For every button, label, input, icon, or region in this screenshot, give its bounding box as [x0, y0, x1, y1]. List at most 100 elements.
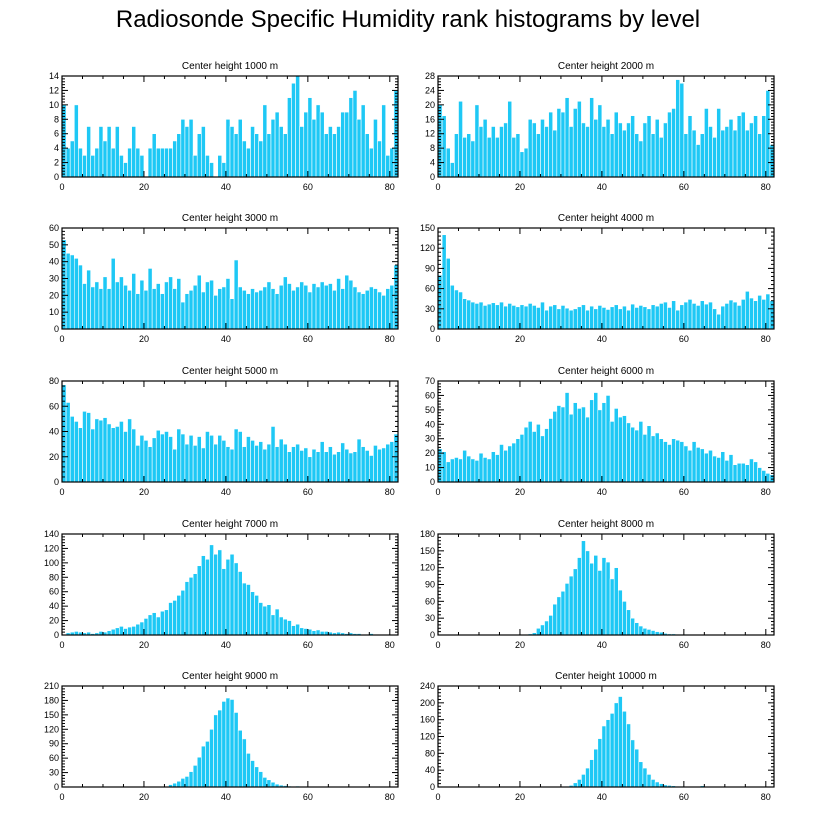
histogram-bar: [65, 252, 71, 330]
histogram-bar: [250, 440, 255, 483]
histogram-bar: [585, 550, 590, 636]
histogram-bar: [482, 457, 488, 483]
histogram-bar: [646, 629, 652, 636]
histogram-bar: [278, 438, 284, 483]
histogram-bar: [295, 286, 300, 330]
plot-frame: [437, 227, 775, 330]
histogram-bar: [740, 299, 746, 330]
histogram-bar: [172, 448, 178, 483]
histogram-bar: [282, 443, 288, 483]
histogram-bar: [712, 308, 717, 330]
histogram-bar: [470, 140, 476, 178]
histogram-bar: [683, 133, 689, 178]
x-tick-label: 40: [597, 792, 607, 802]
y-tick-label: 60: [49, 587, 59, 597]
histogram-bar: [262, 777, 268, 788]
y-tick-label: 90: [425, 263, 435, 273]
histogram-bar: [381, 295, 387, 330]
histogram-bar: [462, 449, 467, 483]
histogram-bar: [499, 301, 504, 330]
histogram-bar: [164, 431, 169, 483]
histogram-bar: [667, 444, 672, 483]
x-tick-label: 40: [221, 487, 231, 497]
histogram-bar: [201, 555, 206, 636]
y-tick-label: 0: [54, 477, 59, 487]
histogram-bar: [515, 133, 521, 178]
y-tick-label: 60: [425, 596, 435, 606]
histogram-bar: [757, 295, 763, 330]
histogram-bar: [486, 458, 492, 483]
x-tick-label: 80: [761, 640, 771, 650]
histogram-bar: [515, 438, 521, 483]
y-tick-label: 30: [425, 434, 435, 444]
histogram-bar: [160, 610, 165, 636]
histogram-bar: [151, 133, 157, 178]
histogram-bar: [344, 111, 350, 178]
histogram-bar: [609, 133, 615, 178]
histogram-bar: [544, 309, 549, 330]
histogram-bar: [572, 402, 578, 483]
histogram-bar: [311, 630, 317, 636]
histogram-bar: [229, 298, 235, 330]
histogram-bar: [736, 462, 742, 483]
histogram-bar: [205, 431, 210, 483]
histogram-bar: [720, 305, 726, 330]
histogram-bar: [712, 455, 717, 483]
y-tick-label: 12: [425, 129, 435, 139]
histogram-bar: [560, 111, 566, 178]
histogram-bar: [695, 305, 701, 330]
histogram-bar: [597, 409, 603, 483]
histogram-bar: [536, 133, 541, 178]
histogram-panel-9: Center height 9000 m 0 20 40 60 80 0 30 60 90 120 1…: [44, 671, 399, 802]
histogram-bar: [73, 257, 79, 330]
x-tick-label: 0: [435, 487, 440, 497]
histogram-bar: [69, 416, 75, 483]
x-tick-label: 0: [435, 640, 440, 650]
histogram-bar: [246, 147, 251, 178]
histogram-bar: [691, 303, 697, 330]
histogram-bar: [671, 108, 676, 178]
y-tick-label: 14: [49, 71, 59, 81]
histogram-bar: [761, 115, 767, 178]
histogram-bar: [474, 104, 480, 178]
histogram-bar: [127, 147, 132, 178]
histogram-bar: [654, 305, 660, 330]
panel-title: Center height 2000 m: [558, 61, 654, 72]
histogram-bar: [720, 451, 726, 483]
histogram-bar: [188, 289, 194, 330]
histogram-bar: [315, 451, 321, 483]
y-tick-label: 8: [430, 143, 435, 153]
histogram-bar: [262, 605, 268, 636]
histogram-bar: [323, 451, 329, 483]
histogram-bar: [765, 293, 771, 330]
histogram-bar: [168, 602, 173, 636]
histogram-bar: [217, 549, 223, 636]
histogram-bar: [454, 289, 459, 330]
x-tick-label: 60: [303, 334, 313, 344]
histogram-bar: [176, 428, 182, 483]
histogram-bar: [65, 402, 71, 483]
histogram-bar: [307, 291, 313, 330]
histogram-bar: [340, 288, 346, 330]
histogram-bar: [315, 286, 321, 330]
histogram-bar: [581, 122, 586, 178]
histogram-bar: [225, 118, 231, 178]
histogram-bar: [98, 126, 104, 178]
histogram-bar: [462, 137, 467, 178]
histogram-bar: [278, 616, 284, 636]
histogram-bar: [581, 774, 586, 788]
histogram-bar: [589, 97, 595, 178]
histogram-bar: [683, 445, 689, 483]
histogram-bar: [364, 133, 370, 178]
histogram-bar: [184, 581, 190, 636]
histogram-bar: [581, 304, 586, 330]
histogram-bar: [601, 557, 607, 636]
y-tick-label: 120: [44, 724, 59, 734]
histogram-bar: [458, 291, 463, 330]
histogram-bar: [369, 286, 374, 330]
histogram-bar: [319, 111, 325, 178]
histogram-bar: [441, 115, 447, 178]
x-tick-label: 60: [303, 792, 313, 802]
histogram-bar: [385, 288, 391, 330]
y-tick-label: 40: [49, 427, 59, 437]
